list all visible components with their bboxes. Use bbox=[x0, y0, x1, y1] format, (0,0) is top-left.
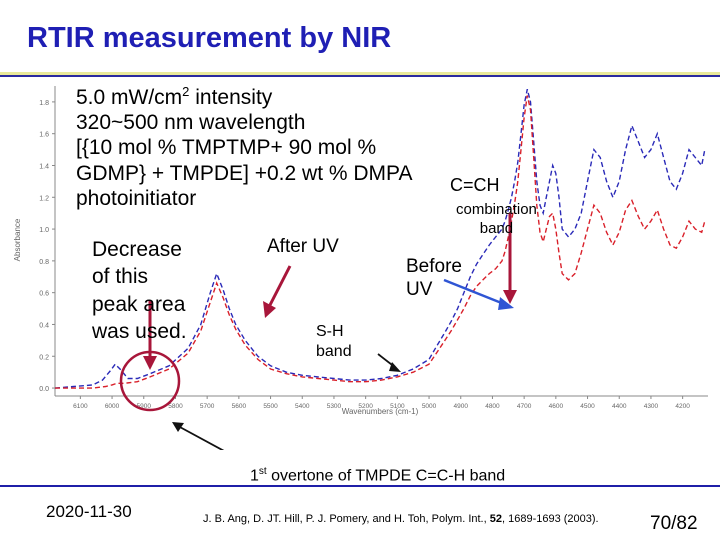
title-underline-blue bbox=[0, 75, 720, 77]
before-uv-line-2: UV bbox=[406, 278, 433, 300]
decrease-line-1: Decrease bbox=[92, 238, 182, 261]
y-axis-label: Absorbance bbox=[13, 218, 22, 261]
y-tick-label: 0.0 bbox=[39, 386, 49, 393]
x-tick-label: 4400 bbox=[612, 403, 627, 410]
before-uv-label: Before UV bbox=[406, 256, 462, 302]
spec-line-formulation-1: [{10 mol % TMPTMP+ 90 mol % bbox=[76, 136, 377, 160]
decrease-line-3: peak area bbox=[92, 292, 186, 316]
decrease-line-4: was used. bbox=[92, 319, 187, 343]
sh-band-label: S-H band bbox=[316, 322, 352, 362]
experiment-conditions: 5.0 mW/cm2 intensity 320~500 nm waveleng… bbox=[76, 84, 412, 211]
x-tick-label: 5500 bbox=[263, 403, 278, 410]
x-tick-label: 5700 bbox=[200, 403, 215, 410]
y-tick-label: 0.6 bbox=[39, 291, 49, 298]
overtone-arrowhead bbox=[172, 422, 184, 432]
y-tick-label: 0.8 bbox=[39, 259, 49, 266]
x-tick-label: 4600 bbox=[549, 403, 564, 410]
x-tick-label: 5300 bbox=[327, 403, 342, 410]
x-tick-label: 5800 bbox=[168, 403, 183, 410]
before-uv-arrow bbox=[443, 278, 505, 306]
spec-line-formulation-2: GDMP} + TMPDE] +0.2 wt % DMPA bbox=[76, 161, 413, 185]
decrease-annotation: Decrease of this peak area was used. bbox=[92, 236, 187, 345]
x-tick-label: 4200 bbox=[675, 403, 690, 410]
x-tick-label: 5200 bbox=[358, 403, 373, 410]
slide-date: 2020-11-30 bbox=[46, 502, 132, 521]
x-tick-label: 4900 bbox=[454, 403, 469, 410]
y-tick-label: 1.0 bbox=[39, 227, 49, 234]
overtone-arrow bbox=[177, 425, 225, 450]
footer-rule bbox=[0, 485, 720, 487]
y-tick-label: 0.2 bbox=[39, 354, 49, 361]
sh-band-line-2: band bbox=[316, 343, 352, 360]
x-tick-label: 5900 bbox=[137, 403, 152, 410]
spec-line-intensity: 5.0 mW/cm2 intensity bbox=[76, 84, 273, 109]
x-tick-label: 6100 bbox=[73, 403, 88, 410]
spec-line-wavelength: 320~500 nm wavelength bbox=[76, 111, 306, 135]
combination-line-2: band bbox=[479, 219, 514, 237]
after-uv-arrow bbox=[268, 265, 292, 306]
decrease-line-2: of this bbox=[92, 265, 149, 289]
nir-spectrum-chart: 0.0 0.2 0.4 0.6 0.8 1.0 1.2 1.4 1.6 1.8 6100 6000 5… bbox=[13, 86, 708, 450]
series-after-uv-line bbox=[55, 95, 706, 389]
y-tick-label: 1.2 bbox=[39, 195, 49, 202]
title-underline-yellow bbox=[0, 72, 720, 75]
x-tick-label: 4500 bbox=[580, 403, 595, 410]
combination-line-1: combination bbox=[456, 201, 537, 218]
series-before-uv-line bbox=[54, 89, 706, 389]
slide-title: RTIR measurement by NIR bbox=[27, 22, 392, 54]
decrease-arrowhead bbox=[143, 356, 157, 370]
after-uv-arrowhead bbox=[263, 301, 276, 318]
x-tick-label: 5000 bbox=[422, 403, 437, 410]
before-uv-line-1: Before bbox=[406, 256, 462, 277]
sh-band-arrowhead bbox=[389, 362, 401, 372]
y-tick-label: 0.4 bbox=[39, 322, 49, 329]
x-tick-label: 5100 bbox=[390, 403, 405, 410]
overtone-caption: 1st overtone of TMPDE C=C-H band bbox=[250, 466, 506, 485]
x-tick-label: 4700 bbox=[517, 403, 532, 410]
combination-band-arrowhead bbox=[503, 290, 517, 304]
y-tick-label: 1.8 bbox=[39, 100, 49, 107]
x-tick-label: 5600 bbox=[232, 403, 247, 410]
x-tick-label: 4800 bbox=[485, 403, 500, 410]
sh-band-line-1: S-H bbox=[316, 323, 344, 340]
y-tick-group: 0.0 0.2 0.4 0.6 0.8 1.0 1.2 1.4 1.6 1.8 bbox=[39, 100, 55, 393]
x-tick-label: 5400 bbox=[295, 403, 310, 410]
citation: J. B. Ang, D. JT. Hill, P. J. Pomery, an… bbox=[203, 513, 599, 525]
x-tick-group: 6100 6000 5900 5800 5700 5600 5500 5400 5300 5200… bbox=[73, 396, 690, 410]
x-axis-label: Wavenumbers (cm-1) bbox=[342, 407, 419, 416]
x-tick-label: 6000 bbox=[105, 403, 120, 410]
y-tick-label: 1.6 bbox=[39, 132, 49, 139]
before-uv-arrowhead bbox=[498, 297, 514, 310]
after-uv-label: After UV bbox=[267, 236, 339, 257]
cch-label: C=CH bbox=[450, 175, 500, 195]
spec-line-photoinitiator: photoinitiator bbox=[76, 186, 197, 210]
x-tick-label: 4300 bbox=[644, 403, 659, 410]
combination-band-label: combination band bbox=[456, 201, 537, 239]
y-tick-label: 1.4 bbox=[39, 163, 49, 170]
page-number: 70/82 bbox=[650, 513, 698, 534]
